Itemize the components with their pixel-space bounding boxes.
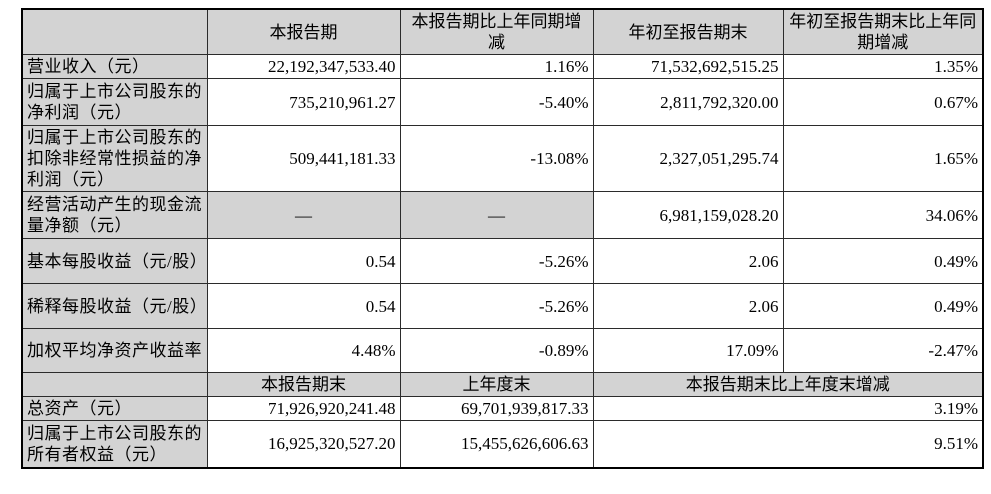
header-corner-blank bbox=[21, 8, 208, 55]
cell-operating-cash-flow-ytd-yoy: 34.06% bbox=[782, 191, 984, 239]
row-label-net-profit: 归属于上市公司股东的净利润（元） bbox=[21, 78, 208, 126]
cell-owners-equity-change: 9.51% bbox=[592, 420, 984, 468]
cell-basic-eps-current: 0.54 bbox=[206, 238, 401, 284]
row-label-basic-eps: 基本每股收益（元/股） bbox=[21, 238, 208, 284]
cell-deducted-net-profit-current: 509,441,181.33 bbox=[206, 125, 401, 192]
row-label-operating-cash-flow: 经营活动产生的现金流量净额（元） bbox=[21, 191, 208, 239]
column-header-current-period: 本报告期 bbox=[206, 8, 401, 55]
cell-net-profit-yoy: -5.40% bbox=[399, 78, 594, 126]
cell-owners-equity-period-end: 16,925,320,527.20 bbox=[206, 420, 401, 468]
cell-net-profit-ytd-yoy: 0.67% bbox=[782, 78, 984, 126]
cell-diluted-eps-current: 0.54 bbox=[206, 283, 401, 329]
table-row-deducted-net-profit: 归属于上市公司股东的扣除非经常性损益的净利润（元） 509,441,181.33… bbox=[21, 125, 984, 192]
column-header-ytd-yoy-change: 年初至报告期末比上年同期增减 bbox=[782, 8, 984, 55]
row-label-diluted-eps: 稀释每股收益（元/股） bbox=[21, 283, 208, 329]
cell-deducted-net-profit-yoy: -13.08% bbox=[399, 125, 594, 192]
table-row-revenue: 营业收入（元） 22,192,347,533.40 1.16% 71,532,6… bbox=[21, 54, 984, 79]
cell-roe-yoy: -0.89% bbox=[399, 328, 594, 373]
cell-basic-eps-yoy: -5.26% bbox=[399, 238, 594, 284]
key-financials-table: 本报告期 本报告期比上年同期增减 年初至报告期末 年初至报告期末比上年同期增减 … bbox=[21, 8, 984, 469]
cell-total-assets-change: 3.19% bbox=[592, 396, 984, 421]
cell-diluted-eps-yoy: -5.26% bbox=[399, 283, 594, 329]
cell-basic-eps-ytd-yoy: 0.49% bbox=[782, 238, 984, 284]
column-header-period-end: 本报告期末 bbox=[206, 372, 401, 397]
cell-roe-current: 4.48% bbox=[206, 328, 401, 373]
row-label-weighted-avg-roe: 加权平均净资产收益率 bbox=[21, 328, 208, 373]
cell-diluted-eps-ytd-yoy: 0.49% bbox=[782, 283, 984, 329]
cell-owners-equity-prior-year-end: 15,455,626,606.63 bbox=[399, 420, 594, 468]
table-row-basic-eps: 基本每股收益（元/股） 0.54 -5.26% 2.06 0.49% bbox=[21, 238, 984, 284]
column-header-prior-year-end: 上年度末 bbox=[399, 372, 594, 397]
cell-deducted-net-profit-ytd-yoy: 1.65% bbox=[782, 125, 984, 192]
table-row-net-profit: 归属于上市公司股东的净利润（元） 735,210,961.27 -5.40% 2… bbox=[21, 78, 984, 126]
cell-revenue-ytd-yoy: 1.35% bbox=[782, 54, 984, 79]
column-header-yoy-change: 本报告期比上年同期增减 bbox=[399, 8, 594, 55]
cell-revenue-yoy: 1.16% bbox=[399, 54, 594, 79]
table-header-row-period-end: 本报告期末 上年度末 本报告期末比上年度末增减 bbox=[21, 372, 984, 397]
cell-net-profit-current: 735,210,961.27 bbox=[206, 78, 401, 126]
column-header-ytd: 年初至报告期末 bbox=[592, 8, 784, 55]
row-label-revenue: 营业收入（元） bbox=[21, 54, 208, 79]
cell-operating-cash-flow-ytd: 6,981,159,028.20 bbox=[592, 191, 784, 239]
header2-corner-blank bbox=[21, 372, 208, 397]
table-row-weighted-avg-roe: 加权平均净资产收益率 4.48% -0.89% 17.09% -2.47% bbox=[21, 328, 984, 373]
row-label-owners-equity: 归属于上市公司股东的所有者权益（元） bbox=[21, 420, 208, 468]
table-header-row-period: 本报告期 本报告期比上年同期增减 年初至报告期末 年初至报告期末比上年同期增减 bbox=[21, 8, 984, 55]
cell-operating-cash-flow-yoy-dash: — bbox=[399, 191, 594, 239]
cell-net-profit-ytd: 2,811,792,320.00 bbox=[592, 78, 784, 126]
cell-basic-eps-ytd: 2.06 bbox=[592, 238, 784, 284]
row-label-deducted-net-profit: 归属于上市公司股东的扣除非经常性损益的净利润（元） bbox=[21, 125, 208, 192]
cell-deducted-net-profit-ytd: 2,327,051,295.74 bbox=[592, 125, 784, 192]
cell-operating-cash-flow-current-dash: — bbox=[206, 191, 401, 239]
cell-diluted-eps-ytd: 2.06 bbox=[592, 283, 784, 329]
table-row-operating-cash-flow: 经营活动产生的现金流量净额（元） — — 6,981,159,028.20 34… bbox=[21, 191, 984, 239]
cell-roe-ytd-yoy: -2.47% bbox=[782, 328, 984, 373]
cell-revenue-current: 22,192,347,533.40 bbox=[206, 54, 401, 79]
row-label-total-assets: 总资产（元） bbox=[21, 396, 208, 421]
table-row-diluted-eps: 稀释每股收益（元/股） 0.54 -5.26% 2.06 0.49% bbox=[21, 283, 984, 329]
table-row-owners-equity: 归属于上市公司股东的所有者权益（元） 16,925,320,527.20 15,… bbox=[21, 420, 984, 468]
column-header-period-end-change: 本报告期末比上年度末增减 bbox=[592, 372, 984, 397]
cell-revenue-ytd: 71,532,692,515.25 bbox=[592, 54, 784, 79]
cell-roe-ytd: 17.09% bbox=[592, 328, 784, 373]
cell-total-assets-period-end: 71,926,920,241.48 bbox=[206, 396, 401, 421]
table-row-total-assets: 总资产（元） 71,926,920,241.48 69,701,939,817.… bbox=[21, 396, 984, 421]
cell-total-assets-prior-year-end: 69,701,939,817.33 bbox=[399, 396, 594, 421]
